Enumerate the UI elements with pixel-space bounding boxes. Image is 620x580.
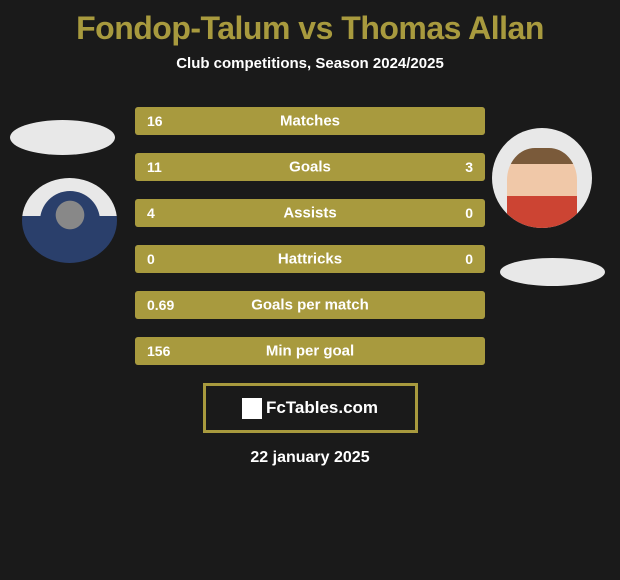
page-title: Fondop-Talum vs Thomas Allan [0, 0, 620, 47]
stat-value-left: 11 [147, 159, 162, 175]
stat-value-right: 0 [465, 205, 473, 221]
stats-list: 16 Matches 11 3 Goals 4 0 Assists 0 0 Hattricks 0.6… [135, 107, 485, 365]
chart-icon [242, 398, 262, 419]
stat-row: 11 3 Goals [135, 153, 485, 181]
infographic-container: Fondop-Talum vs Thomas Allan Club compet… [0, 0, 620, 580]
stat-row: 16 Matches [135, 107, 485, 135]
stat-row: 0 0 Hattricks [135, 245, 485, 273]
stat-value-left: 4 [147, 205, 155, 221]
stat-label: Min per goal [266, 343, 354, 360]
date-text: 22 january 2025 [0, 449, 620, 467]
player-left-club-logo [22, 178, 117, 263]
stat-label: Matches [280, 113, 340, 130]
stat-bar-left [135, 199, 401, 227]
stat-label: Hattricks [278, 251, 342, 268]
stat-value-left: 0 [147, 251, 155, 267]
subtitle: Club competitions, Season 2024/2025 [0, 55, 620, 72]
stat-label: Assists [283, 205, 336, 222]
player-left-avatar-placeholder [10, 120, 115, 155]
stat-row: 156 Min per goal [135, 337, 485, 365]
brand-text: FcTables.com [266, 398, 378, 418]
stat-label: Goals per match [251, 297, 369, 314]
stat-value-right: 0 [465, 251, 473, 267]
stat-bar-left [135, 245, 401, 273]
brand-link[interactable]: FcTables.com [203, 383, 418, 433]
stat-label: Goals [289, 159, 331, 176]
player-right-avatar [492, 128, 592, 228]
stat-value-left: 16 [147, 113, 163, 129]
stat-row: 4 0 Assists [135, 199, 485, 227]
player-right-shadow [500, 258, 605, 286]
club-logo-owl-icon [40, 191, 100, 251]
stat-row: 0.69 Goals per match [135, 291, 485, 319]
stat-value-right: 3 [465, 159, 473, 175]
stat-value-left: 156 [147, 343, 170, 359]
player-right-face-icon [507, 148, 577, 228]
stat-value-left: 0.69 [147, 297, 174, 313]
stat-bar-left [135, 153, 401, 181]
